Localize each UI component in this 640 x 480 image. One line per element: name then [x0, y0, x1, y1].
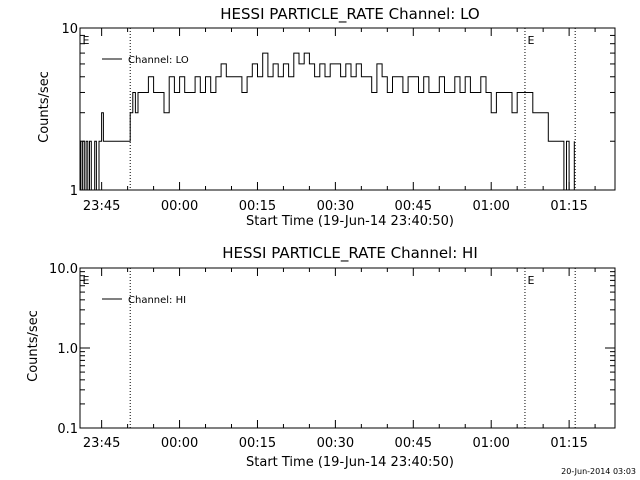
lo-chart-title: HESSI PARTICLE_RATE Channel: LO: [220, 5, 479, 24]
lo-plot-frame: [79, 27, 616, 191]
hi-x-axis-label: Start Time (19-Jun-14 23:40:50): [246, 455, 454, 470]
hi-y-axis-label: Counts/sec: [26, 310, 41, 382]
hi-y-tick-label: 1.0: [57, 342, 78, 357]
lo-x-tick-label: 00:30: [317, 199, 354, 214]
lo-x-tick-label: 00:45: [395, 199, 432, 214]
hi-channel-panel: HESSI PARTICLE_RATE Channel: HI Counts/s…: [26, 244, 616, 470]
hi-x-tick-label: 00:45: [395, 436, 432, 451]
lo-y-tick-label: 10: [61, 22, 78, 37]
hi-event-marker: E: [83, 274, 90, 287]
hi-plot-frame: [79, 267, 616, 429]
hi-x-tick-label: 01:15: [550, 436, 587, 451]
lo-channel-panel: HESSI PARTICLE_RATE Channel: LO Counts/s…: [37, 5, 616, 229]
lo-event-marker: E: [83, 34, 90, 47]
lo-event-marker: E: [527, 34, 534, 47]
lo-x-tick-label: 01:00: [472, 199, 509, 214]
lo-legend-label: Channel: LO: [128, 55, 189, 66]
hi-chart-title: HESSI PARTICLE_RATE Channel: HI: [222, 244, 478, 263]
hi-legend-label: Channel: HI: [128, 295, 186, 306]
hi-x-tick-label: 23:45: [83, 436, 120, 451]
lo-series-line: [80, 52, 575, 191]
lo-x-axis-label: Start Time (19-Jun-14 23:40:50): [246, 214, 454, 229]
hi-x-tick-label: 01:00: [472, 436, 509, 451]
lo-y-tick-label: 1: [70, 184, 78, 199]
hi-event-marker: E: [527, 274, 534, 287]
hi-x-tick-label: 00:00: [161, 436, 198, 451]
lo-x-tick-label: 01:15: [550, 199, 587, 214]
generation-timestamp: 20-Jun-2014 03:03: [561, 467, 636, 476]
lo-x-tick-label: 00:00: [161, 199, 198, 214]
lo-y-axis-label: Counts/sec: [37, 71, 52, 143]
lo-x-tick-label: 00:15: [239, 199, 276, 214]
hi-y-tick-label: 10.0: [49, 262, 78, 277]
hi-y-tick-label: 0.1: [57, 422, 78, 437]
lo-x-tick-label: 23:45: [83, 199, 120, 214]
hi-x-tick-label: 00:15: [239, 436, 276, 451]
hi-x-tick-label: 00:30: [317, 436, 354, 451]
